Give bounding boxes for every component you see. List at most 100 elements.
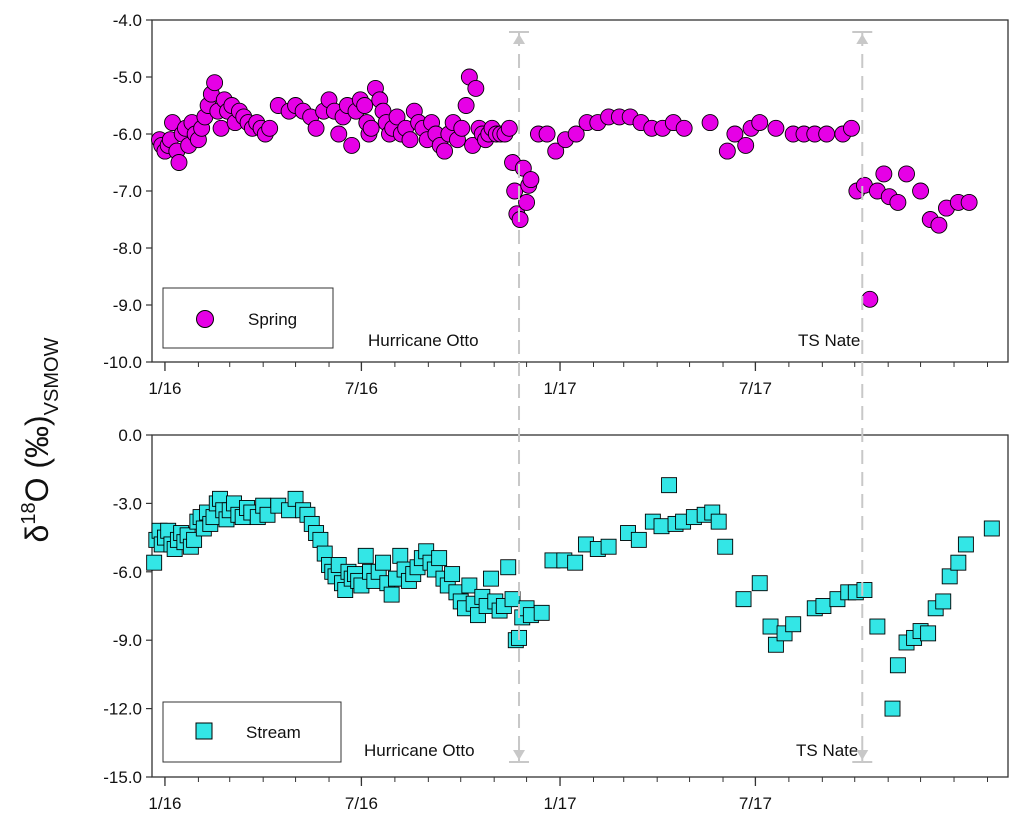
event-arrow-down <box>513 750 526 760</box>
stream-point <box>630 531 647 548</box>
spring-point <box>362 119 380 137</box>
stream-point <box>856 582 873 598</box>
stream-annotation-nate: TS Nate <box>796 741 858 760</box>
spring-point <box>718 142 736 160</box>
spring-y-tick-label: -5.0 <box>113 68 142 87</box>
stream-x-tick-label: 7/16 <box>345 794 378 813</box>
stream-point <box>869 618 886 635</box>
stream-y-tick-label: -9.0 <box>113 631 142 650</box>
stream-y-axis: 0.0 -3.0 -6.0 -9.0 -12.0 -15.0 <box>103 426 152 787</box>
stream-point <box>312 531 329 548</box>
stream-x-tick-label: 1/16 <box>148 794 181 813</box>
stream-point <box>884 700 901 717</box>
spring-point <box>898 165 915 183</box>
stream-x-tick-label: 1/17 <box>543 794 576 813</box>
spring-x-tick-label: 7/16 <box>345 379 378 398</box>
stream-points <box>146 477 1000 717</box>
spring-point <box>701 114 719 132</box>
stream-point <box>762 618 779 635</box>
stream-point <box>710 513 727 530</box>
stream-legend-marker <box>195 722 213 740</box>
spring-point <box>388 108 406 126</box>
spring-point <box>401 131 419 149</box>
spring-x-tick-label: 1/16 <box>148 379 181 398</box>
stream-point <box>600 538 617 555</box>
stream-point <box>461 577 478 594</box>
stream-point <box>500 559 517 576</box>
stream-point <box>567 554 584 571</box>
spring-point <box>467 79 485 97</box>
spring-points <box>151 68 978 308</box>
spring-y-tick-label: -8.0 <box>113 239 142 258</box>
spring-point <box>330 125 348 143</box>
spring-panel: -4.0-5.0-6.0-7.0-8.0-9.0-10.0 1/16 7/16 1/… <box>103 11 1009 398</box>
spring-point <box>767 119 785 137</box>
spring-point <box>356 97 374 114</box>
spring-legend: Spring <box>162 287 334 349</box>
spring-y-tick-label: -7.0 <box>113 182 142 201</box>
stream-y-tick-label: -6.0 <box>113 563 142 582</box>
stream-point <box>717 538 734 555</box>
spring-point <box>960 193 978 211</box>
spring-point <box>453 119 471 137</box>
stream-point <box>935 593 952 610</box>
stream-point <box>504 591 521 608</box>
stream-point <box>482 570 499 587</box>
stream-point <box>983 520 1000 537</box>
spring-point <box>343 136 361 154</box>
spring-legend-marker <box>196 310 214 328</box>
spring-x-axis: 1/16 7/16 1/17 7/17 <box>148 362 988 398</box>
stream-y-tick-label: -3.0 <box>113 494 142 513</box>
stream-point <box>533 604 550 621</box>
stream-point <box>392 547 409 564</box>
spring-y-tick-label: -9.0 <box>113 296 142 315</box>
stream-point <box>146 554 163 571</box>
svg-text:δ18O (‰)VSMOW: δ18O (‰)VSMOW <box>18 337 63 542</box>
stream-point <box>785 616 802 633</box>
y-label-delta: δ <box>19 525 55 543</box>
y-axis-label: δ18O (‰)VSMOW <box>18 337 63 542</box>
spring-point <box>930 216 948 234</box>
y-label-superscript: 18 <box>18 502 40 524</box>
stream-point <box>889 657 906 674</box>
stream-point <box>815 598 832 614</box>
stream-point <box>735 591 752 608</box>
spring-y-tick-label: -4.0 <box>113 11 142 30</box>
stream-x-tick-label: 7/17 <box>739 794 772 813</box>
stream-point <box>950 554 967 571</box>
stream-point <box>661 477 678 494</box>
stream-legend: Stream <box>162 701 342 763</box>
event-arrow-up <box>513 34 526 44</box>
spring-legend-label: Spring <box>248 310 297 329</box>
spring-point <box>307 119 325 137</box>
stream-legend-box <box>162 701 342 763</box>
spring-point <box>511 211 529 228</box>
spring-annotation-nate: TS Nate <box>798 331 860 350</box>
spring-point <box>818 125 836 143</box>
spring-point <box>567 125 585 143</box>
stream-plot-frame <box>151 434 1009 778</box>
spring-point <box>875 165 893 183</box>
spring-point <box>500 119 518 137</box>
spring-point <box>726 125 744 143</box>
stream-panel: 0.0 -3.0 -6.0 -9.0 -12.0 -15.0 1/16 7/16 1/17 7/… <box>103 426 1009 813</box>
spring-point <box>861 290 879 308</box>
stream-y-tick-label: 0.0 <box>118 426 142 445</box>
stream-annotation-otto: Hurricane Otto <box>364 741 475 760</box>
spring-y-axis: -4.0 -5.0 -6.0 -7.0 -8.0 -9.0 -10.0 <box>103 11 152 372</box>
stream-point <box>444 566 461 583</box>
stream-point <box>941 568 958 585</box>
spring-point <box>889 193 907 211</box>
spring-y-tick-label: -10.0 <box>103 353 142 372</box>
spring-x-tick-label: 1/17 <box>543 379 576 398</box>
stream-point <box>751 575 768 592</box>
spring-point <box>843 119 860 137</box>
event-arrow-up <box>856 34 869 44</box>
spring-x-tick-label: 7/17 <box>739 379 772 398</box>
spring-y-tick-label: -6.0 <box>113 125 142 144</box>
event-lines <box>509 31 873 763</box>
spring-point <box>751 114 769 132</box>
spring-point <box>538 125 556 143</box>
spring-point <box>518 193 536 211</box>
